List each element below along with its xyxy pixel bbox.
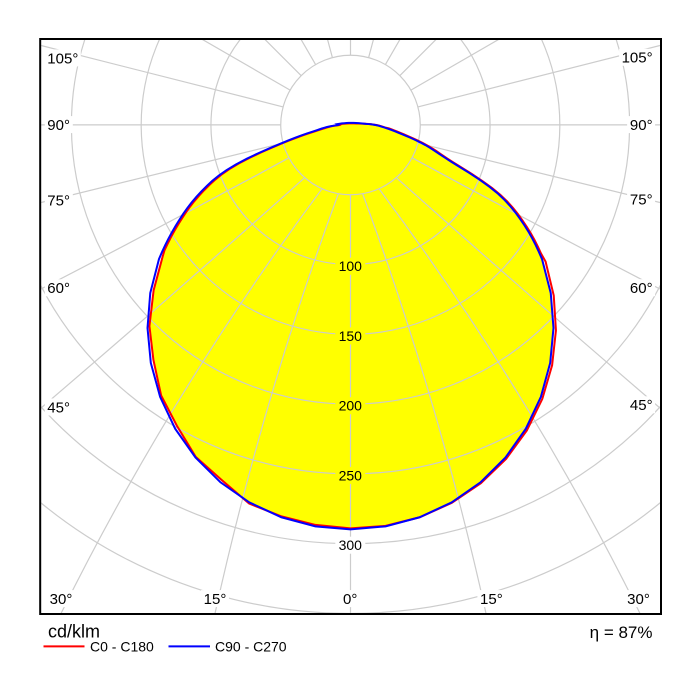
svg-text:200: 200 (339, 398, 363, 414)
svg-text:90°: 90° (47, 117, 70, 134)
svg-text:300: 300 (339, 537, 363, 553)
svg-text:60°: 60° (630, 280, 653, 297)
svg-text:C90 - C270: C90 - C270 (215, 639, 287, 655)
svg-text:75°: 75° (630, 192, 653, 209)
svg-text:90°: 90° (630, 117, 653, 134)
svg-text:250: 250 (339, 467, 363, 483)
svg-text:30°: 30° (627, 591, 650, 608)
svg-text:0°: 0° (343, 591, 357, 608)
svg-text:η = 87%: η = 87% (590, 623, 653, 642)
svg-text:150: 150 (339, 328, 363, 344)
svg-text:45°: 45° (47, 399, 70, 416)
svg-text:75°: 75° (47, 192, 70, 209)
svg-text:15°: 15° (204, 591, 227, 608)
svg-text:cd/klm: cd/klm (48, 622, 100, 642)
svg-text:C0 - C180: C0 - C180 (90, 639, 154, 655)
svg-text:100: 100 (339, 258, 363, 274)
svg-text:60°: 60° (47, 280, 70, 297)
svg-text:105°: 105° (47, 50, 78, 67)
svg-text:105°: 105° (622, 50, 653, 67)
svg-text:15°: 15° (480, 591, 503, 608)
svg-text:30°: 30° (50, 591, 73, 608)
svg-text:45°: 45° (630, 397, 653, 414)
